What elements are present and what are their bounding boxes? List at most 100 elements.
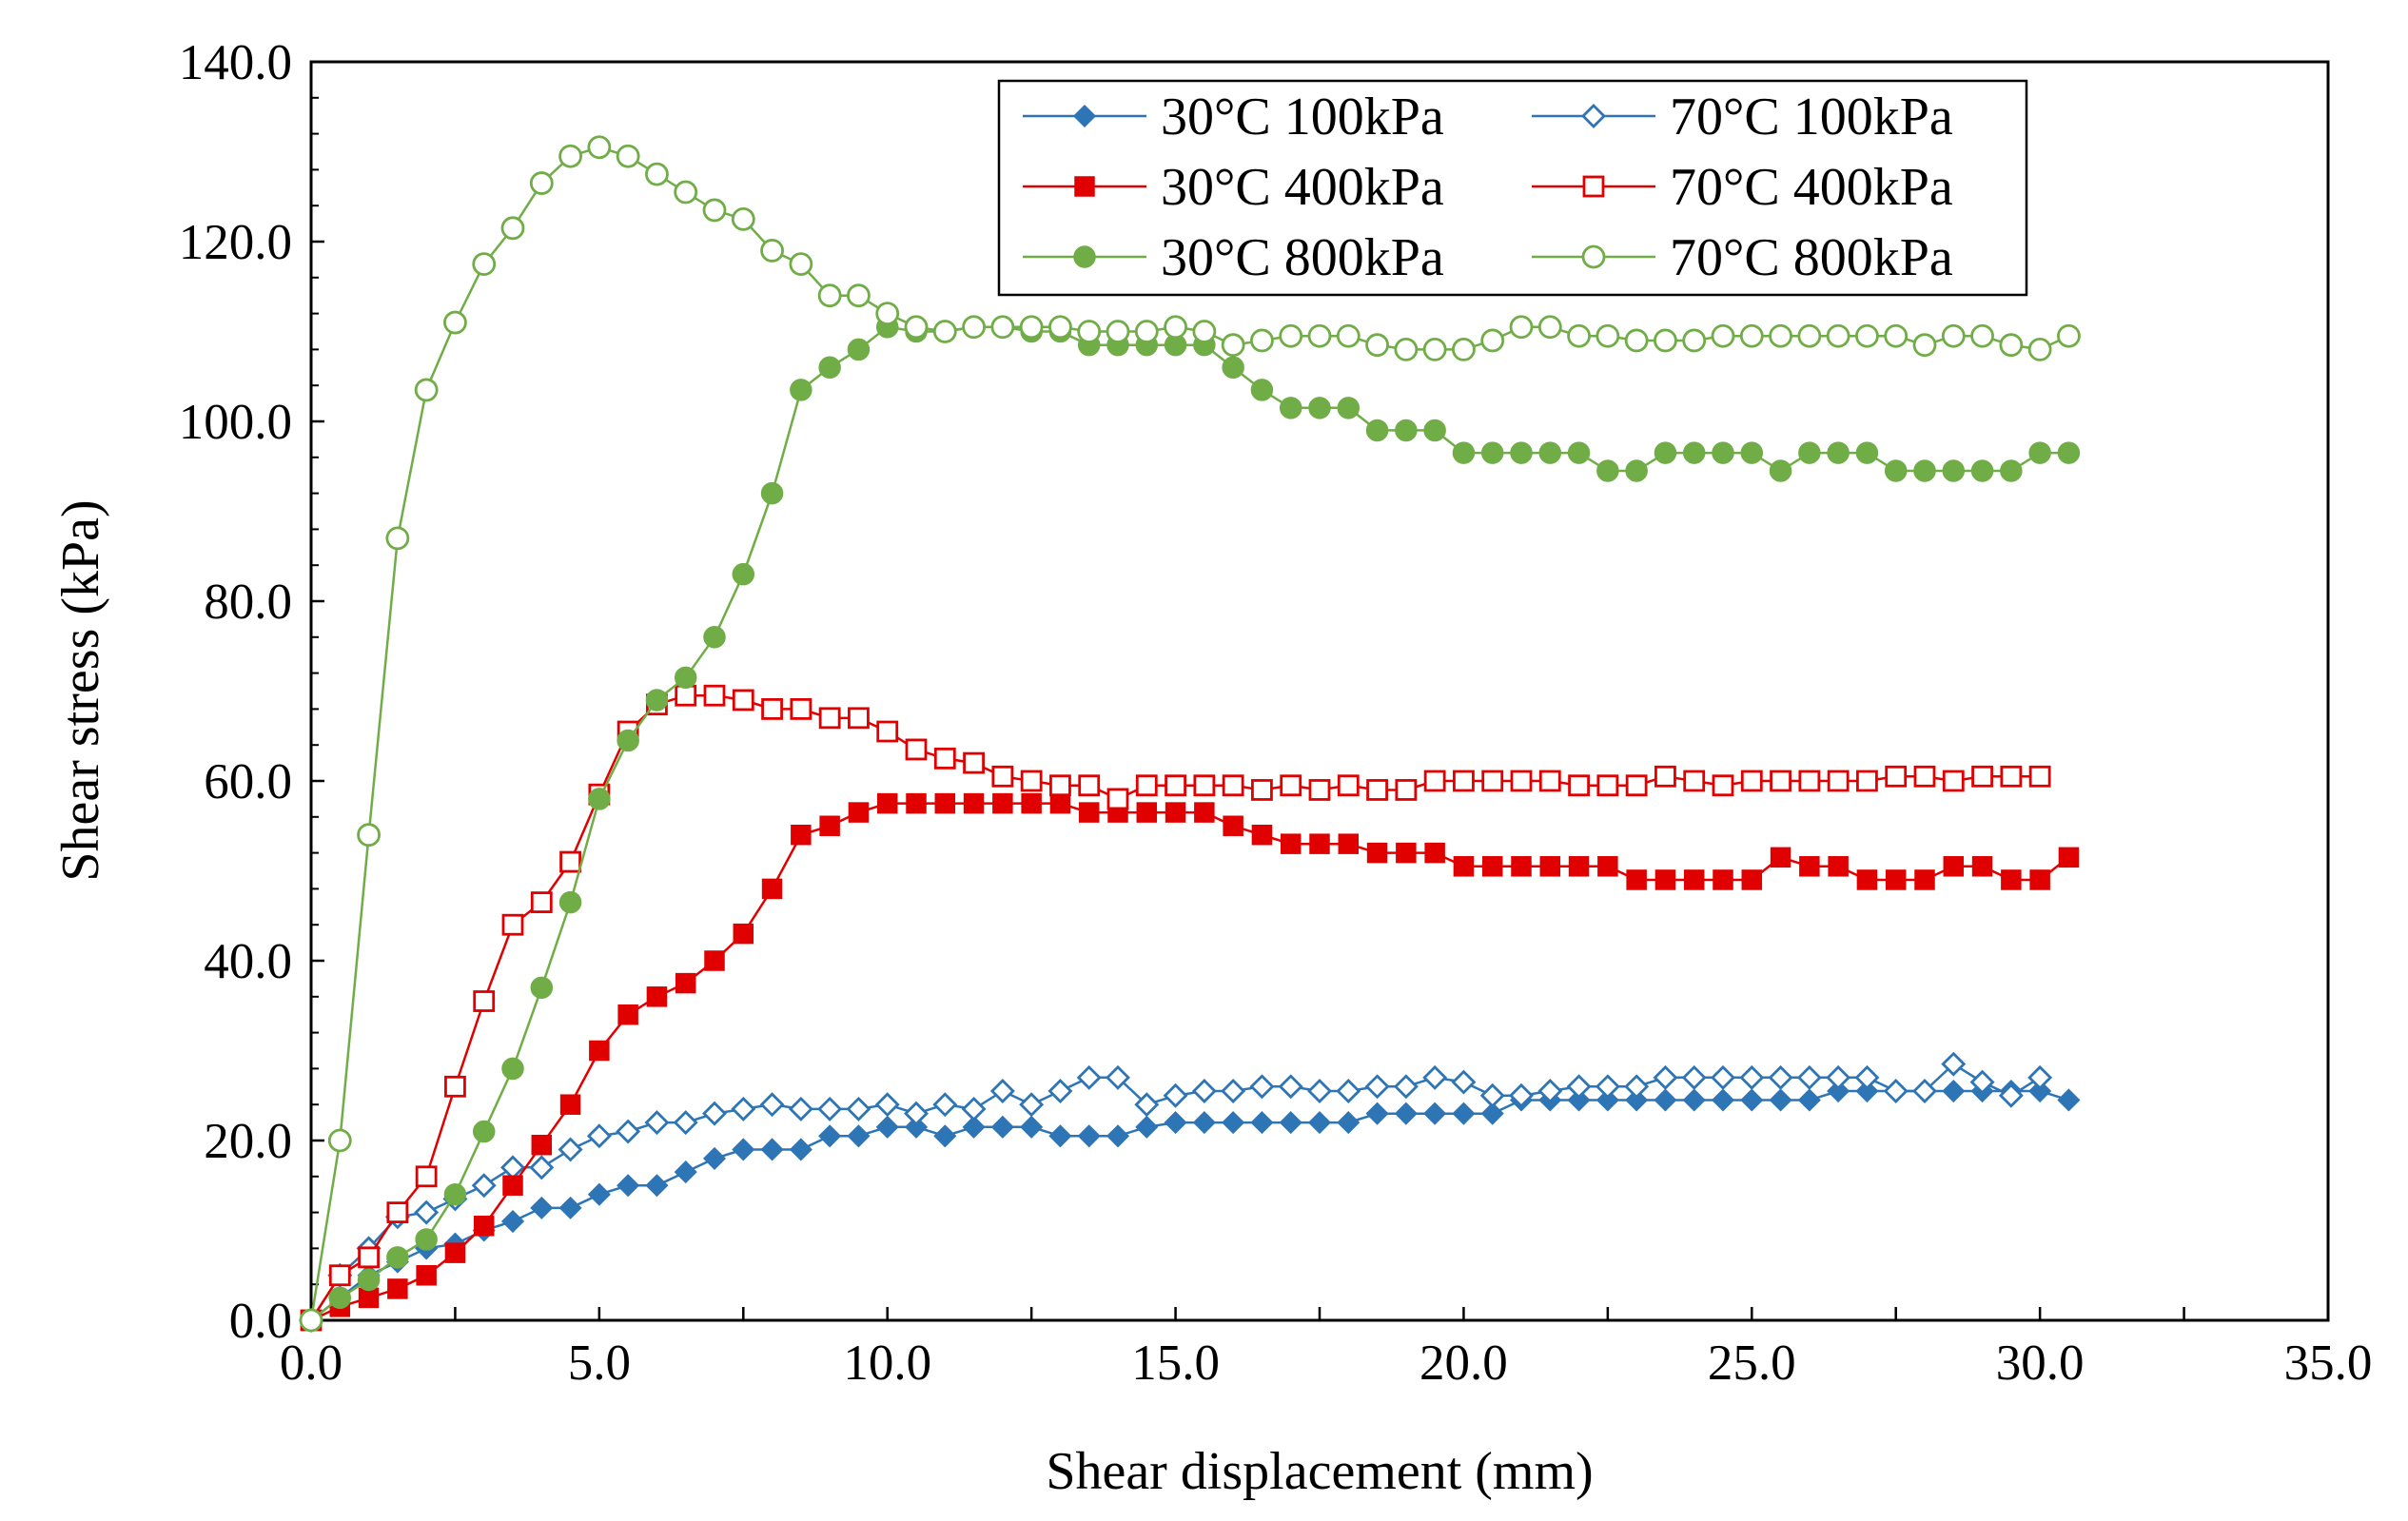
data-point (1826, 1064, 1851, 1090)
data-point (847, 338, 871, 361)
data-point (1222, 356, 1244, 380)
y-tick-label: 0.0 (229, 1294, 292, 1349)
data-point (1740, 1088, 1764, 1112)
data-point (1251, 824, 1273, 846)
data-point (358, 1287, 380, 1309)
data-point (1279, 1111, 1302, 1135)
data-point (558, 890, 582, 914)
x-axis-title: Shear displacement (mm) (1046, 1442, 1593, 1501)
data-point (1596, 459, 1619, 482)
legend-marker (1581, 104, 1606, 128)
data-point (1828, 856, 1849, 877)
data-point (1770, 770, 1791, 792)
legend-box (997, 79, 2028, 297)
data-point (559, 850, 581, 873)
data-point (2000, 765, 2023, 788)
data-point (1797, 323, 1822, 348)
data-point (1769, 459, 1792, 482)
data-point (1221, 1079, 1246, 1104)
data-point (1827, 770, 1850, 792)
data-point (472, 252, 497, 277)
data-point (531, 1134, 553, 1156)
legend-entry: 30°C 400kPa (1023, 158, 1444, 217)
data-point (732, 1138, 755, 1161)
data-point (1624, 1074, 1650, 1100)
data-point (2057, 441, 2081, 464)
data-point (1884, 459, 1908, 482)
data-point (1798, 441, 1821, 464)
data-point (702, 198, 727, 223)
data-point (617, 729, 639, 752)
data-point (675, 684, 697, 707)
data-point (1192, 320, 1217, 343)
data-point (1970, 323, 1994, 348)
data-point (1480, 441, 1504, 464)
data-point (1798, 770, 1821, 792)
data-point (1366, 779, 1388, 801)
data-point (1538, 770, 1561, 792)
data-point (1221, 333, 1245, 358)
data-point (904, 315, 929, 340)
data-point (586, 1123, 612, 1149)
data-point (1999, 333, 2024, 358)
data-point (1164, 315, 1187, 340)
data-point (1827, 441, 1850, 464)
data-point (759, 1092, 785, 1118)
data-point (645, 162, 669, 186)
data-point (501, 1057, 524, 1081)
data-point (876, 792, 898, 814)
data-point (1250, 379, 1274, 401)
data-point (934, 792, 956, 814)
data-point (1364, 1074, 1390, 1100)
data-point (1278, 1074, 1303, 1100)
y-tick-label: 140.0 (179, 35, 292, 90)
data-point (1653, 1064, 1678, 1090)
data-point (358, 1246, 380, 1269)
data-point (1249, 1074, 1275, 1100)
data-point (732, 562, 755, 586)
data-point (1106, 1064, 1130, 1090)
data-point (961, 1096, 987, 1121)
y-axis-title: Shear stress (kPa) (51, 499, 110, 881)
data-point (1682, 1088, 1706, 1112)
data-point (788, 1096, 813, 1121)
data-point (1913, 765, 1936, 788)
data-point (1941, 323, 1966, 348)
data-point (962, 1115, 986, 1139)
data-point (761, 878, 783, 900)
series-3 (301, 792, 2080, 1331)
data-point (588, 788, 611, 810)
data-point (1971, 765, 1993, 788)
data-point (790, 379, 812, 401)
data-point (1394, 337, 1419, 361)
data-point (1568, 774, 1590, 797)
data-point (558, 1137, 583, 1162)
data-point (1654, 1088, 1677, 1112)
x-tick-label: 30.0 (1996, 1336, 2085, 1391)
data-point (732, 689, 754, 712)
data-point (587, 135, 612, 160)
data-point (1682, 441, 1706, 464)
data-point (1048, 1124, 1072, 1148)
data-point (1076, 1064, 1102, 1090)
data-point (587, 1182, 611, 1206)
data-point (1713, 869, 1733, 890)
data-point (874, 1092, 900, 1118)
data-point (1914, 869, 1935, 890)
data-point (1739, 323, 1764, 348)
data-point (674, 180, 698, 205)
data-point (1796, 1064, 1822, 1090)
data-point (530, 976, 554, 1000)
data-point (760, 1138, 784, 1161)
data-point (703, 684, 726, 707)
data-point (1020, 770, 1043, 792)
legend-marker (1582, 175, 1605, 198)
data-point (1393, 1074, 1419, 1100)
axes: 0.0 5.0 10.0 15.0 20.0 25.0 30.0 35.0 0.0 20.0 40.… (179, 35, 2373, 1391)
data-point (529, 171, 554, 195)
x-tick-label: 0.0 (280, 1336, 343, 1391)
data-point (876, 720, 899, 743)
data-point (646, 986, 668, 1007)
data-point (761, 698, 783, 720)
data-point (1510, 770, 1533, 792)
